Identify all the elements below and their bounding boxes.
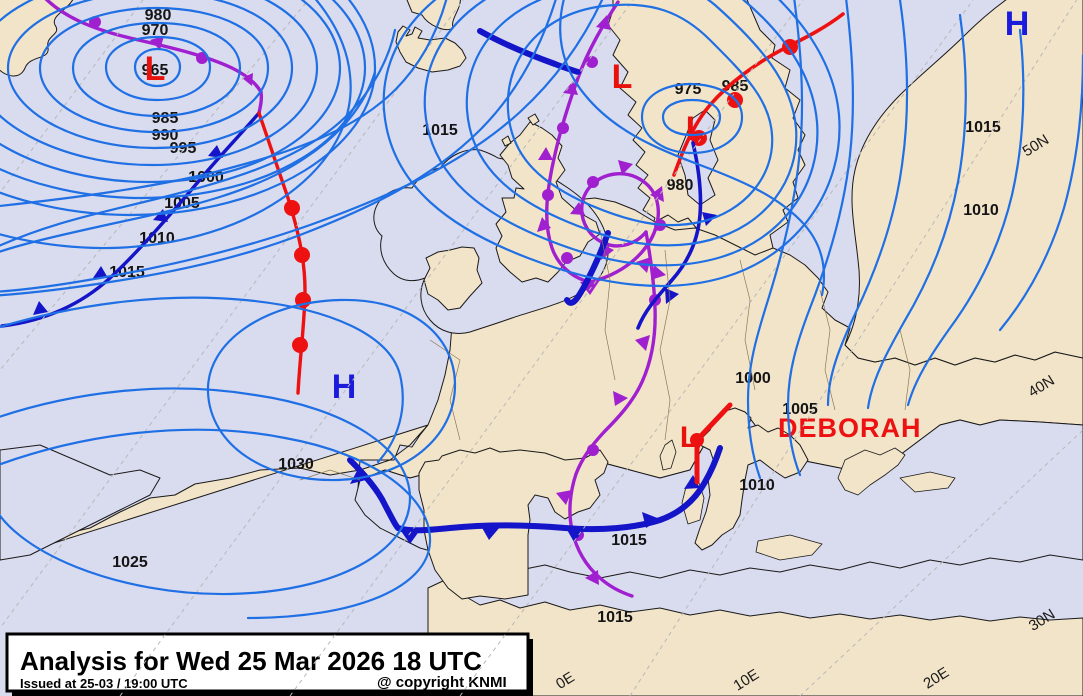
svg-text:H: H — [332, 368, 357, 406]
svg-text:1015: 1015 — [611, 532, 647, 549]
svg-text:1010: 1010 — [963, 202, 999, 219]
svg-text:L: L — [612, 58, 633, 96]
svg-text:@ copyright KNMI: @ copyright KNMI — [377, 674, 507, 691]
svg-text:DEBORAH: DEBORAH — [778, 413, 922, 443]
svg-text:Issued at 25-03 / 19:00 UTC: Issued at 25-03 / 19:00 UTC — [20, 676, 188, 691]
svg-text:Analysis for Wed 25 Mar 2026 1: Analysis for Wed 25 Mar 2026 18 UTC — [20, 646, 482, 676]
svg-text:1015: 1015 — [597, 609, 633, 626]
svg-text:1025: 1025 — [112, 554, 148, 571]
svg-text:L: L — [145, 50, 166, 88]
svg-text:H: H — [1005, 5, 1030, 43]
svg-text:995: 995 — [170, 140, 197, 157]
svg-text:1010: 1010 — [739, 477, 775, 494]
svg-text:1030: 1030 — [278, 456, 314, 473]
svg-text:1015: 1015 — [965, 119, 1001, 136]
svg-text:985: 985 — [152, 110, 179, 127]
